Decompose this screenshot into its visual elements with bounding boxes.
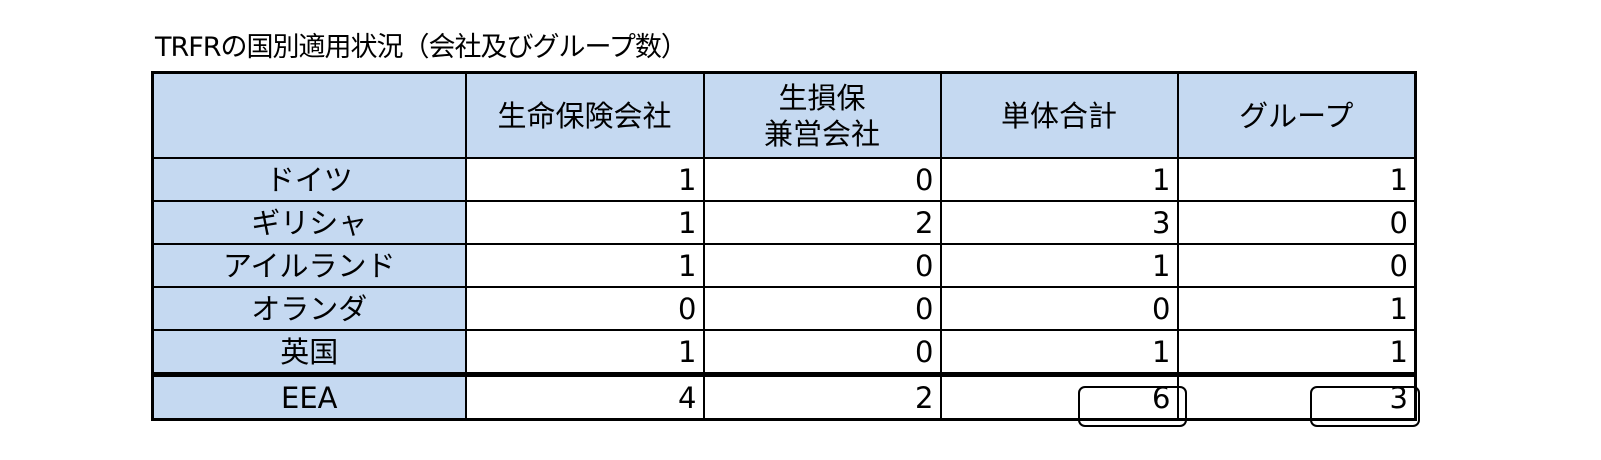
table-row: ギリシャ 1 2 3 0 — [151, 200, 1417, 245]
header-line-2: 兼営会社 — [763, 116, 880, 151]
trfr-country-table: 生命保険会社 生損保 兼営会社 単体合計 グループ ドイツ 1 0 1 1 ギリシャ 1 2 3 0… — [151, 71, 1417, 421]
cell-value: 1 — [464, 200, 705, 245]
cell-value: 0 — [702, 243, 942, 288]
table-row: オランダ 0 0 0 1 — [151, 286, 1417, 331]
cell-value: 0 — [1176, 243, 1417, 288]
cell-value: 0 — [464, 286, 705, 331]
cell-value: 1 — [939, 157, 1179, 202]
cell-value: 1 — [939, 329, 1179, 376]
cell-value: 1 — [464, 329, 705, 376]
header-groups: グループ — [1176, 71, 1417, 159]
cell-value: 1 — [1176, 329, 1417, 376]
cell-value: 0 — [702, 286, 942, 331]
header-row: 生命保険会社 生損保 兼営会社 単体合計 グループ — [151, 71, 1417, 159]
table-row: 英国 1 0 1 1 — [151, 329, 1417, 376]
cell-value: 1 — [1176, 286, 1417, 331]
table-title: TRFRの国別適用状況（会社及びグループ数） — [155, 32, 688, 63]
row-label: ギリシャ — [151, 200, 467, 245]
table-row: アイルランド 1 0 1 0 — [151, 243, 1417, 288]
cell-value: 2 — [702, 372, 942, 421]
cell-value: 3 — [1176, 372, 1417, 421]
cell-value: 1 — [464, 157, 705, 202]
cell-value: 1 — [939, 243, 1179, 288]
cell-value: 3 — [939, 200, 1179, 245]
cell-value: 1 — [464, 243, 705, 288]
table-row: ドイツ 1 0 1 1 — [151, 157, 1417, 202]
header-corner — [151, 71, 467, 159]
header-composite-insurers: 生損保 兼営会社 — [702, 71, 942, 159]
header-solo-total: 単体合計 — [939, 71, 1179, 159]
cell-value: 4 — [464, 372, 705, 421]
row-label: EEA — [151, 372, 467, 421]
cell-value: 0 — [702, 329, 942, 376]
rounded-annotation-box — [1078, 386, 1187, 427]
table-row: EEA 4 2 6 3 — [151, 372, 1417, 421]
row-label: オランダ — [151, 286, 467, 331]
cell-value: 2 — [702, 200, 942, 245]
row-label: アイルランド — [151, 243, 467, 288]
header-life-insurers: 生命保険会社 — [464, 71, 705, 159]
row-label: ドイツ — [151, 157, 467, 202]
cell-value: 0 — [939, 286, 1179, 331]
header-line-1: 生損保 — [778, 80, 866, 115]
row-label: 英国 — [151, 329, 467, 376]
cell-value: 0 — [702, 157, 942, 202]
rounded-annotation-box — [1310, 386, 1420, 427]
cell-value: 6 — [939, 372, 1179, 421]
cell-value: 0 — [1176, 200, 1417, 245]
cell-value: 1 — [1176, 157, 1417, 202]
